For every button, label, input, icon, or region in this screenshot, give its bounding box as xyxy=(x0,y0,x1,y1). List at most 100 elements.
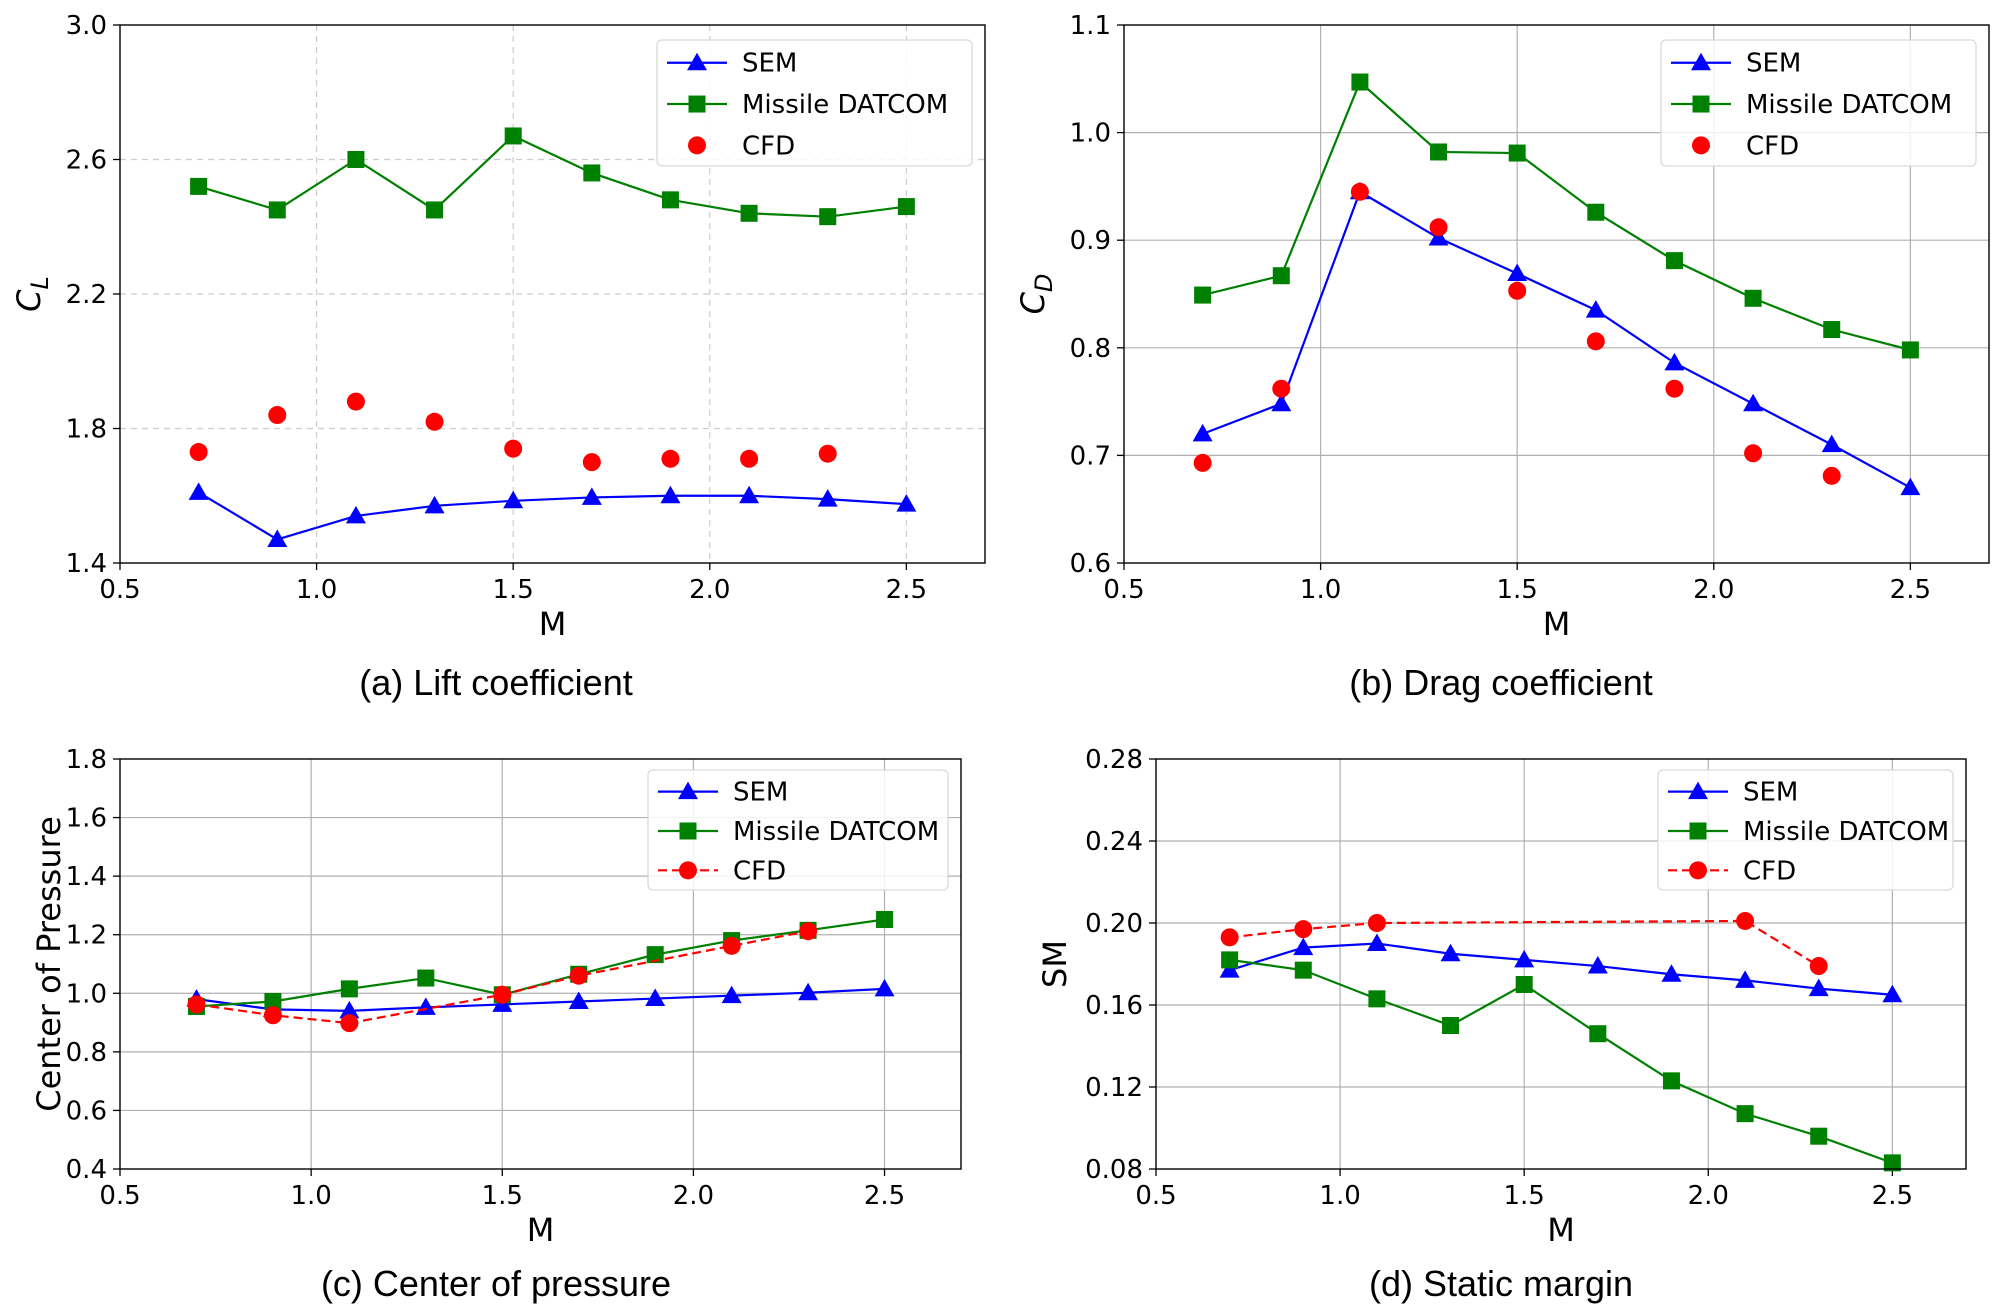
series-cfd xyxy=(1220,911,1828,976)
data-point-sem xyxy=(1192,423,1213,442)
y-tick-label: 1.0 xyxy=(66,979,107,1009)
data-point-cfd xyxy=(1744,444,1763,463)
y-tick-label: 1.1 xyxy=(1070,11,1111,41)
y-tick-label: 1.0 xyxy=(1070,119,1111,149)
legend-marker-sem xyxy=(687,52,707,71)
x-axis-label: M xyxy=(1547,1211,1575,1249)
data-point-missile-datcom xyxy=(1442,1017,1460,1034)
legend: SEM Missile DATCOM CFD xyxy=(1660,39,1977,167)
data-point-sem xyxy=(1882,984,1903,1003)
data-point-sem xyxy=(660,485,681,504)
data-point-missile-datcom xyxy=(1665,252,1683,270)
y-tick-label: 0.08 xyxy=(1085,1155,1143,1185)
legend-marker-cfd xyxy=(1692,136,1710,155)
x-tick-label: 1.5 xyxy=(493,575,534,605)
x-tick-label: 2.0 xyxy=(1688,1181,1729,1211)
legend-label-cfd: CFD xyxy=(1743,856,1796,886)
y-tick-label: 0.28 xyxy=(1085,745,1143,775)
data-point-missile-datcom xyxy=(1194,286,1212,304)
legend: SEM Missile DATCOM CFD xyxy=(656,39,973,167)
series-line-missile-datcom xyxy=(198,134,907,218)
data-point-sem xyxy=(874,978,895,997)
x-axis-label: M xyxy=(539,605,567,643)
data-point-cfd xyxy=(187,995,206,1014)
series-cfd xyxy=(187,922,818,1033)
y-tick-label: 1.8 xyxy=(66,745,107,775)
legend-marker-sem xyxy=(678,781,698,800)
y-tick-label: 1.4 xyxy=(66,862,107,892)
data-point-cfd xyxy=(569,966,588,985)
y-axis-label: SM xyxy=(1036,940,1074,988)
legend-label-cfd: CFD xyxy=(1746,131,1799,161)
data-point-cfd xyxy=(582,453,601,472)
data-point-sem xyxy=(1440,943,1461,962)
y-axis-label-sub: L xyxy=(26,276,54,289)
legend-marker-sem xyxy=(1691,52,1711,71)
x-tick-label: 1.5 xyxy=(1497,575,1538,605)
data-point-missile-datcom xyxy=(740,204,758,222)
series-line-sem xyxy=(1202,190,1911,489)
legend-marker-missile-datcom xyxy=(688,95,706,113)
x-tick-label: 2.0 xyxy=(673,1181,714,1211)
data-point-sem xyxy=(1900,477,1921,496)
data-point-sem xyxy=(345,505,366,524)
data-point-cfd xyxy=(263,1006,282,1025)
data-point-sem xyxy=(817,489,838,507)
caption-c: (c) Center of pressure xyxy=(321,1263,671,1304)
data-point-missile-datcom xyxy=(1744,289,1762,307)
data-point-cfd xyxy=(425,412,444,431)
y-tick-label: 1.4 xyxy=(66,549,107,579)
legend-label-missile-datcom: Missile DATCOM xyxy=(1743,817,1949,847)
data-point-cfd xyxy=(1367,914,1386,932)
legend-marker-missile-datcom xyxy=(679,822,697,840)
y-axis-label: CL xyxy=(10,276,54,312)
x-tick-label: 0.5 xyxy=(1135,1181,1176,1211)
data-point-cfd xyxy=(1193,453,1212,472)
y-tick-label: 0.8 xyxy=(1070,334,1111,364)
y-axis-label: Center of Pressure xyxy=(30,816,68,1112)
legend-marker-cfd xyxy=(688,136,706,155)
plot-frame xyxy=(119,24,986,564)
data-point-sem xyxy=(645,988,666,1007)
series-line-missile-datcom xyxy=(196,918,885,1008)
legend-box xyxy=(1657,769,1954,891)
y-tick-label: 2.6 xyxy=(66,146,107,176)
data-point-missile-datcom xyxy=(1515,976,1533,993)
data-point-missile-datcom xyxy=(1430,143,1448,161)
data-point-sem xyxy=(1743,393,1764,412)
x-tick-label: 1.5 xyxy=(482,1181,523,1211)
legend-marker-sem xyxy=(1688,781,1708,800)
data-point-cfd xyxy=(1822,466,1841,485)
x-tick-label: 1.0 xyxy=(290,1181,331,1211)
y-tick-label: 0.6 xyxy=(66,1096,107,1126)
data-point-missile-datcom xyxy=(1736,1105,1754,1123)
legend-marker-missile-datcom xyxy=(1692,95,1710,113)
y-tick-label: 0.6 xyxy=(1070,549,1111,579)
data-point-cfd xyxy=(799,922,818,941)
legend-label-sem: SEM xyxy=(1746,49,1801,79)
data-point-sem xyxy=(1661,964,1682,982)
data-point-missile-datcom xyxy=(897,198,915,216)
data-point-sem xyxy=(503,490,524,509)
legend-label-cfd: CFD xyxy=(742,131,795,161)
data-point-sem xyxy=(1514,949,1535,968)
legend-label-cfd: CFD xyxy=(733,856,786,886)
y-axis-label-main: C xyxy=(1014,291,1052,314)
series-missile-datcom xyxy=(1221,951,1901,1172)
data-point-missile-datcom xyxy=(426,201,444,219)
data-point-cfd xyxy=(818,444,837,463)
data-point-sem xyxy=(568,991,589,1009)
data-point-missile-datcom xyxy=(661,191,679,209)
legend-marker-missile-datcom xyxy=(1689,822,1707,840)
x-tick-label: 2.5 xyxy=(1890,575,1931,605)
x-tick-label: 1.0 xyxy=(1300,575,1341,605)
chart-a: 0.5 1.0 1.5 2.0 2.5 1.4 1.8 2.2 2.6 3.0 SEM Missile… xyxy=(10,11,986,703)
x-tick-label: 1.0 xyxy=(1319,1181,1360,1211)
legend: SEM Missile DATCOM CFD xyxy=(647,769,949,891)
y-tick-label: 2.2 xyxy=(66,280,107,310)
data-point-missile-datcom xyxy=(819,208,837,226)
y-tick-label: 0.8 xyxy=(66,1038,107,1068)
plot-frame xyxy=(1123,24,1990,564)
data-point-cfd xyxy=(1736,911,1755,930)
legend-label-missile-datcom: Missile DATCOM xyxy=(1746,90,1952,120)
